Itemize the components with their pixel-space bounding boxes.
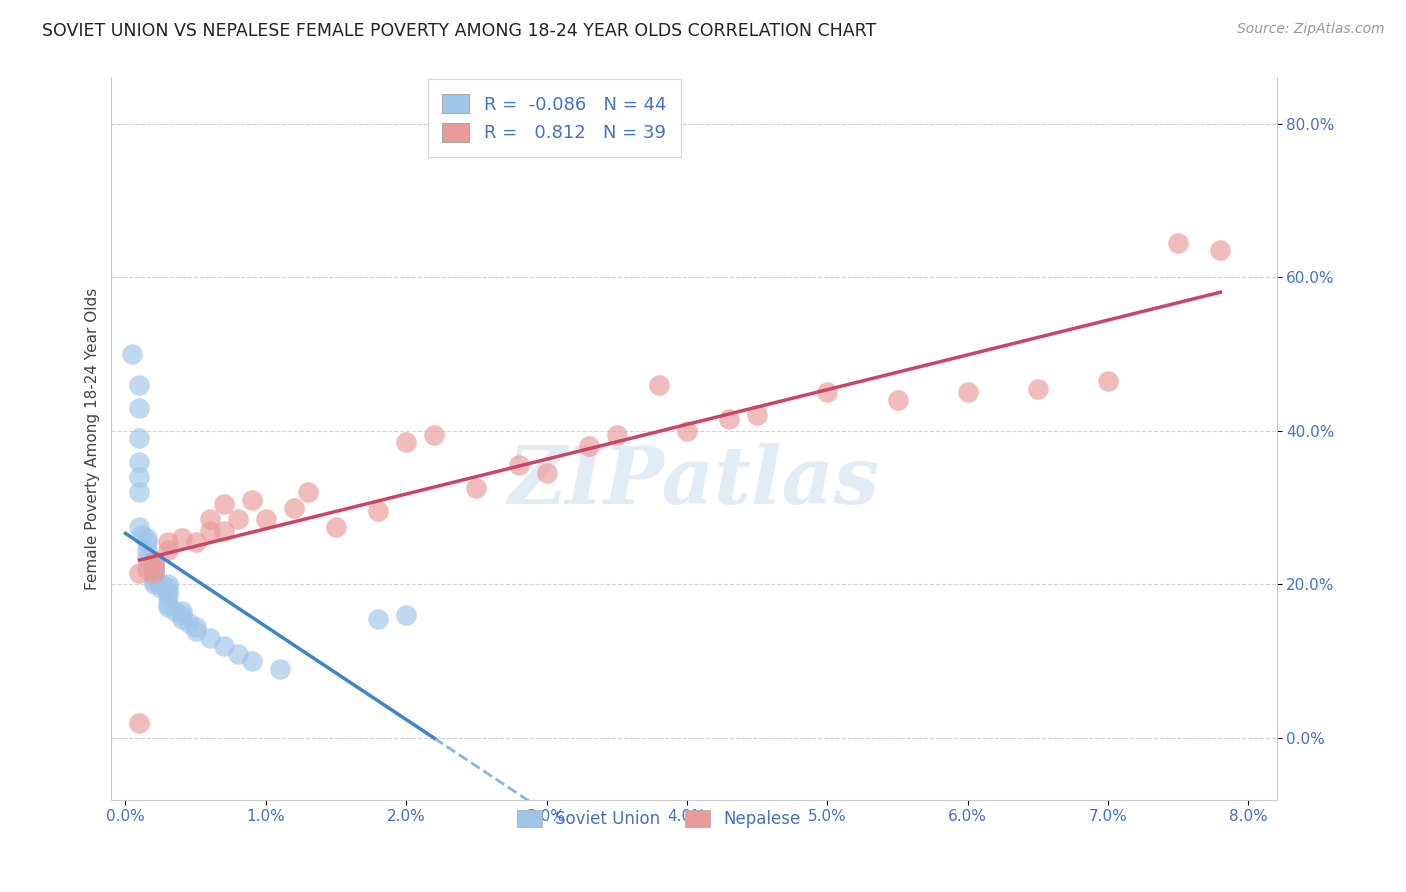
- Point: [135, 535, 157, 549]
- Point: [198, 512, 221, 526]
- Point: [367, 504, 389, 518]
- Point: [578, 439, 600, 453]
- Point: [142, 558, 165, 573]
- Point: [184, 620, 207, 634]
- Point: [170, 532, 193, 546]
- Text: SOVIET UNION VS NEPALESE FEMALE POVERTY AMONG 18-24 YEAR OLDS CORRELATION CHART: SOVIET UNION VS NEPALESE FEMALE POVERTY …: [42, 22, 876, 40]
- Point: [128, 485, 150, 500]
- Point: [423, 427, 446, 442]
- Point: [156, 535, 179, 549]
- Point: [676, 424, 699, 438]
- Point: [131, 527, 153, 541]
- Point: [128, 377, 150, 392]
- Point: [142, 574, 165, 588]
- Point: [142, 562, 165, 576]
- Point: [128, 566, 150, 580]
- Point: [142, 570, 165, 584]
- Point: [142, 570, 165, 584]
- Point: [142, 566, 165, 580]
- Point: [747, 409, 769, 423]
- Point: [226, 512, 249, 526]
- Point: [212, 639, 235, 653]
- Point: [367, 612, 389, 626]
- Point: [886, 393, 908, 408]
- Point: [1167, 235, 1189, 250]
- Text: Source: ZipAtlas.com: Source: ZipAtlas.com: [1237, 22, 1385, 37]
- Point: [156, 585, 179, 599]
- Point: [212, 497, 235, 511]
- Point: [815, 385, 838, 400]
- Point: [142, 558, 165, 573]
- Point: [465, 482, 488, 496]
- Point: [395, 608, 418, 623]
- Point: [128, 715, 150, 730]
- Point: [170, 612, 193, 626]
- Point: [269, 662, 291, 676]
- Point: [142, 566, 165, 580]
- Point: [184, 535, 207, 549]
- Point: [536, 466, 558, 480]
- Point: [135, 562, 157, 576]
- Point: [135, 550, 157, 565]
- Point: [156, 577, 179, 591]
- Point: [142, 577, 165, 591]
- Point: [1097, 374, 1119, 388]
- Point: [163, 604, 186, 618]
- Point: [254, 512, 277, 526]
- Point: [240, 654, 263, 668]
- Point: [283, 500, 305, 515]
- Point: [718, 412, 741, 426]
- Point: [156, 542, 179, 557]
- Point: [156, 600, 179, 615]
- Point: [198, 631, 221, 645]
- Point: [606, 427, 628, 442]
- Y-axis label: Female Poverty Among 18-24 Year Olds: Female Poverty Among 18-24 Year Olds: [86, 287, 100, 590]
- Point: [198, 524, 221, 538]
- Point: [128, 470, 150, 484]
- Point: [149, 577, 172, 591]
- Point: [240, 492, 263, 507]
- Point: [135, 532, 157, 546]
- Point: [177, 615, 200, 630]
- Point: [184, 624, 207, 638]
- Point: [1209, 244, 1232, 258]
- Point: [508, 458, 530, 473]
- Legend: Soviet Union, Nepalese: Soviet Union, Nepalese: [510, 803, 807, 835]
- Point: [325, 520, 347, 534]
- Point: [142, 562, 165, 576]
- Point: [149, 582, 172, 596]
- Point: [135, 542, 157, 557]
- Point: [128, 454, 150, 468]
- Point: [128, 432, 150, 446]
- Point: [128, 401, 150, 415]
- Point: [297, 485, 319, 500]
- Point: [170, 604, 193, 618]
- Point: [212, 524, 235, 538]
- Point: [226, 647, 249, 661]
- Point: [170, 608, 193, 623]
- Point: [142, 554, 165, 568]
- Point: [1026, 382, 1049, 396]
- Point: [395, 435, 418, 450]
- Point: [156, 597, 179, 611]
- Point: [956, 385, 979, 400]
- Point: [156, 589, 179, 603]
- Point: [156, 582, 179, 596]
- Point: [142, 554, 165, 568]
- Point: [128, 520, 150, 534]
- Point: [121, 347, 143, 361]
- Point: [648, 377, 671, 392]
- Text: ZIPatlas: ZIPatlas: [508, 443, 880, 521]
